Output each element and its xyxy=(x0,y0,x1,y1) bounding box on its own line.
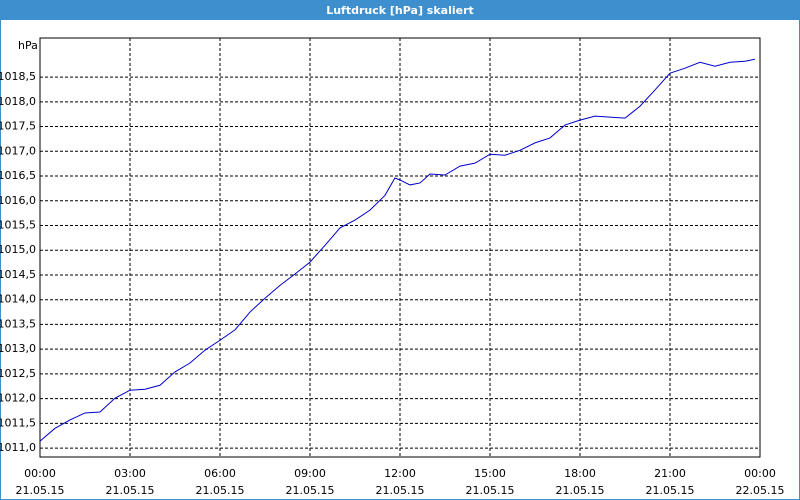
y-tick-label: 1012,5 xyxy=(0,367,36,380)
y-tick-label: 1018,0 xyxy=(0,95,36,108)
y-tick-label: 1014,0 xyxy=(0,293,36,306)
y-tick-label: 1012,0 xyxy=(0,392,36,405)
x-tick-label: 18:00 xyxy=(564,467,596,480)
chart-title: Luftdruck [hPa] skaliert xyxy=(326,4,474,17)
x-tick-label: 03:00 xyxy=(114,467,146,480)
x-tick-label: 09:00 xyxy=(294,467,326,480)
x-tick-date: 21.05.15 xyxy=(646,484,695,497)
y-tick-label: 1013,5 xyxy=(0,317,36,330)
y-tick-label: 1011,5 xyxy=(0,416,36,429)
y-tick-label: 1017,5 xyxy=(0,120,36,133)
x-tick-date: 21.05.15 xyxy=(376,484,425,497)
y-tick-label: 1014,5 xyxy=(0,268,36,281)
y-tick-label: 1015,5 xyxy=(0,218,36,231)
y-axis-label: hPa xyxy=(18,39,38,52)
x-tick-label: 15:00 xyxy=(474,467,506,480)
y-tick-label: 1016,5 xyxy=(0,169,36,182)
x-tick-label: 00:00 xyxy=(24,467,56,480)
x-tick-label: 00:00 xyxy=(744,467,776,480)
x-tick-label: 06:00 xyxy=(204,467,236,480)
x-tick-date: 21.05.15 xyxy=(16,484,65,497)
x-tick-date: 21.05.15 xyxy=(466,484,515,497)
title-bar xyxy=(0,0,800,20)
y-tick-label: 1013,0 xyxy=(0,342,36,355)
x-tick-date: 22.05.15 xyxy=(736,484,785,497)
data-line xyxy=(39,58,755,442)
x-tick-date: 21.05.15 xyxy=(106,484,155,497)
y-tick-label: 1015,0 xyxy=(0,243,36,256)
x-tick-label: 12:00 xyxy=(384,467,416,480)
x-tick-label: 21:00 xyxy=(654,467,686,480)
y-tick-label: 1011,0 xyxy=(0,441,36,454)
y-tick-label: 1016,0 xyxy=(0,194,36,207)
x-tick-date: 21.05.15 xyxy=(556,484,605,497)
y-tick-label: 1018,5 xyxy=(0,70,36,83)
x-tick-date: 21.05.15 xyxy=(196,484,245,497)
x-tick-date: 21.05.15 xyxy=(286,484,335,497)
y-tick-label: 1017,0 xyxy=(0,144,36,157)
